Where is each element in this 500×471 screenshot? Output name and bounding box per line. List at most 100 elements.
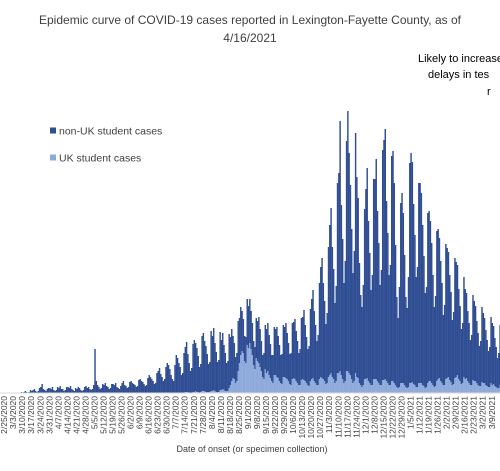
bar-segment <box>345 141 348 371</box>
bar-segment <box>362 385 365 393</box>
x-tick-label: 6/9/2020 <box>135 396 145 429</box>
x-tick-label: 8/25/2020 <box>234 396 244 434</box>
bar-segment <box>95 381 98 393</box>
bar-segment <box>456 265 459 375</box>
bar-segment <box>498 388 500 393</box>
bar-segment <box>200 364 202 392</box>
bar-segment <box>180 375 183 393</box>
bar-segment <box>290 353 292 385</box>
bar-segment <box>135 387 138 393</box>
bar-segment <box>389 265 392 385</box>
bar-segment <box>286 379 288 393</box>
bar-segment <box>258 317 260 363</box>
bar-segment <box>398 287 401 387</box>
bar-segment <box>460 329 463 384</box>
bar-segment <box>62 389 64 393</box>
bar-segment <box>240 355 242 393</box>
bar-segment <box>225 391 228 393</box>
bar-segment <box>455 262 457 377</box>
bar-segment <box>212 390 215 393</box>
bar-segment <box>151 379 153 393</box>
bar-segment <box>400 203 402 383</box>
bar-segment <box>262 355 264 377</box>
bar-segment <box>242 353 245 393</box>
bar-segment <box>348 373 350 393</box>
bar-segment <box>374 179 376 379</box>
bar-segment <box>394 385 397 393</box>
bar-segment <box>316 341 318 385</box>
bar-segment <box>354 373 357 393</box>
bar-segment <box>263 379 265 393</box>
bar-segment <box>211 391 214 393</box>
bar-segment <box>76 389 78 393</box>
bar-segment <box>252 365 255 393</box>
bar-segment <box>381 150 384 380</box>
bar-segment <box>477 385 479 393</box>
bar-segment <box>171 379 174 393</box>
bar-segment <box>153 384 156 393</box>
bar-segment <box>249 299 251 343</box>
bar-segment <box>446 248 448 378</box>
bar-segment <box>393 183 396 383</box>
bar-segment <box>291 379 294 393</box>
bar-segment <box>427 213 429 383</box>
bar-segment <box>416 387 419 393</box>
bar-segment <box>384 379 386 393</box>
bar-segment <box>99 389 101 393</box>
bar-segment <box>402 213 405 383</box>
bar-segment <box>203 391 206 393</box>
x-tick-label: 3/9/2021 <box>487 396 497 429</box>
bar-segment <box>353 381 356 393</box>
bar-segment <box>420 193 423 383</box>
bar-segment <box>323 301 326 381</box>
bar-segment <box>416 267 419 387</box>
bar-segment <box>147 378 149 393</box>
bar-segment <box>247 348 250 393</box>
bar-segment <box>73 391 76 393</box>
legend-label: UK student cases <box>59 152 141 164</box>
bar-segment <box>209 362 211 392</box>
bar-segment <box>105 386 108 393</box>
bar-segment <box>60 389 63 393</box>
chart-title: 4/16/2021 <box>223 31 277 45</box>
bar-segment <box>301 317 304 379</box>
bar-segment <box>320 377 322 393</box>
x-tick-label: 12/29/2020 <box>396 396 406 439</box>
bar-segment <box>307 385 309 393</box>
bar-segment <box>472 380 474 393</box>
bar-segment <box>69 386 72 393</box>
x-tick-label: 11/24/2020 <box>351 396 361 438</box>
bar-segment <box>166 363 168 393</box>
bar-segment <box>83 387 86 393</box>
x-tick-label: 6/30/2020 <box>162 396 172 434</box>
bar-segment <box>363 379 366 393</box>
bar-segment <box>273 327 276 375</box>
bar-segment <box>53 390 55 393</box>
x-tick-label: 6/2/2020 <box>126 396 136 429</box>
x-tick-label: 9/8/2020 <box>252 396 262 429</box>
bar-segment <box>116 387 118 393</box>
bar-segment <box>353 251 356 381</box>
bar-segment <box>334 303 336 383</box>
bar-segment <box>172 381 175 393</box>
bar-segment <box>227 361 229 391</box>
bar-segment <box>403 255 406 385</box>
bar-segment <box>460 384 463 393</box>
bar-segment <box>326 313 328 383</box>
bar-segment <box>468 323 470 383</box>
bar-segment <box>294 319 296 379</box>
bar-segment <box>375 159 377 379</box>
bar-segment <box>472 295 474 380</box>
bar-segment <box>327 377 330 393</box>
bar-segment <box>267 323 269 371</box>
bar-segment <box>47 388 50 393</box>
bar-segment <box>276 377 278 393</box>
bar-segment <box>492 384 495 393</box>
bar-segment <box>228 388 230 393</box>
bar-segment <box>473 381 475 393</box>
bar-segment <box>259 329 261 367</box>
bar-segment <box>67 387 69 393</box>
bar-segment <box>485 330 487 385</box>
x-tick-label: 9/22/2020 <box>270 396 280 434</box>
